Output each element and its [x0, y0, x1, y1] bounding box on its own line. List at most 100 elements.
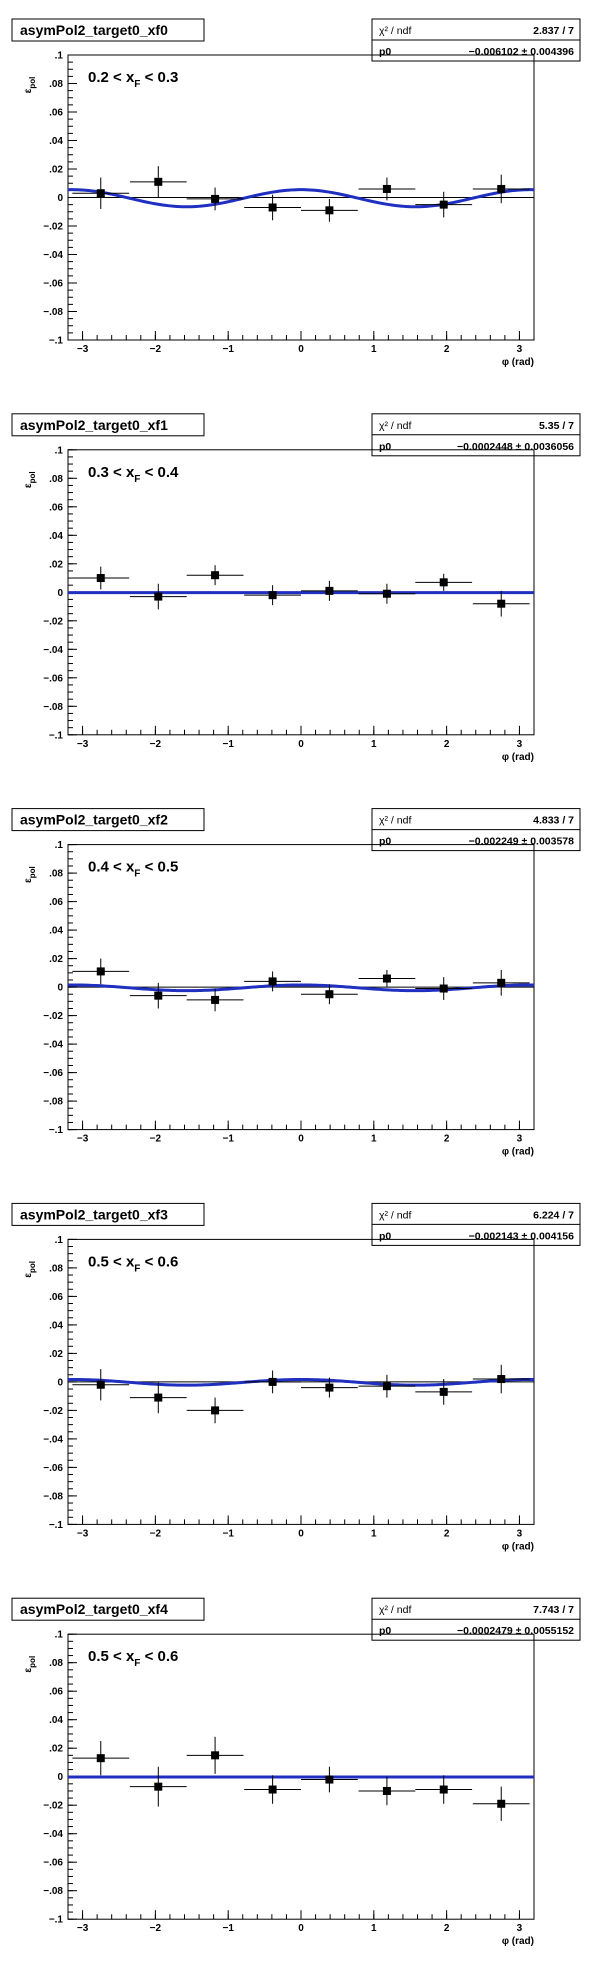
x-tick-label: 3: [517, 1528, 523, 1539]
x-tick-label: 2: [444, 1923, 450, 1934]
x-tick-label: 3: [517, 1134, 523, 1145]
x-tick-label: −2: [150, 739, 162, 750]
x-tick-label: −2: [150, 1528, 162, 1539]
data-point: [382, 184, 391, 193]
y-axis-label-sub: pol: [28, 1656, 37, 1668]
data-point: [154, 177, 163, 186]
range-annotation-left: 0.5 < x: [88, 1648, 135, 1665]
range-annotation: 0.3 < xF < 0.4: [88, 464, 179, 485]
data-point: [96, 189, 105, 198]
x-tick-label: 3: [517, 344, 523, 355]
y-tick-label: −.1: [49, 1915, 64, 1926]
y-tick-label: .04: [49, 531, 63, 542]
data-point: [268, 1785, 277, 1794]
stats-chi2-value: 6.224 / 7: [533, 1209, 574, 1221]
y-tick-label: 0: [57, 1772, 63, 1783]
fit-curve: [67, 188, 535, 209]
y-tick-label: .02: [49, 1349, 63, 1360]
y-tick-label: .04: [49, 926, 63, 937]
chart-title: asymPol2_target0_xf1: [20, 417, 168, 433]
data-point: [268, 591, 277, 600]
data-point: [325, 206, 334, 215]
y-tick-label: 0: [57, 983, 63, 994]
data-point: [497, 1375, 506, 1384]
data-point: [96, 574, 105, 583]
stats-chi2-label: χ² / ndf: [379, 815, 411, 827]
data-point: [439, 200, 448, 209]
data-point: [154, 991, 163, 1000]
x-tick-label: 1: [371, 1528, 377, 1539]
x-tick-label: 0: [298, 344, 304, 355]
title-box: [11, 808, 205, 832]
range-annotation-right: < 0.3: [140, 69, 178, 86]
stats-chi2-value: 2.837 / 7: [533, 25, 574, 37]
data-point: [382, 974, 391, 983]
data-point: [497, 599, 506, 608]
range-annotation-left: 0.5 < x: [88, 1253, 135, 1270]
y-tick-label: 0: [57, 193, 63, 204]
data-point: [325, 990, 334, 999]
range-annotation: 0.5 < xF < 0.6: [88, 1648, 178, 1669]
stats-p0-label: p0: [379, 1230, 391, 1242]
range-annotation-left: 0.3 < x: [88, 464, 135, 481]
x-axis-label: φ (rad): [502, 752, 534, 763]
y-tick-label: 0: [57, 1377, 63, 1388]
x-tick-label: 0: [298, 1528, 304, 1539]
stats-p0-label: p0: [379, 836, 391, 848]
range-annotation-right: < 0.6: [140, 1253, 178, 1270]
y-tick-label: −.06: [43, 1463, 63, 1474]
y-axis-label-sub: pol: [28, 866, 37, 878]
data-point: [439, 984, 448, 993]
range-annotation-sub: F: [134, 1263, 140, 1274]
y-tick-label: .06: [49, 108, 63, 119]
x-tick-label: −1: [222, 344, 234, 355]
data-point: [211, 1406, 220, 1415]
x-tick-label: 0: [298, 1923, 304, 1934]
data-point: [154, 592, 163, 601]
x-axis-label: φ (rad): [502, 357, 534, 368]
y-tick-label: −.1: [49, 730, 64, 741]
stats-p0-label: p0: [379, 46, 391, 58]
x-tick-label: −3: [77, 344, 89, 355]
y-tick-label: −.04: [43, 250, 63, 261]
y-tick-label: .06: [49, 1292, 63, 1303]
x-tick-label: 3: [517, 1923, 523, 1934]
y-axis-label-main: ε: [23, 88, 34, 93]
data-point: [382, 1786, 391, 1795]
data-point: [497, 1799, 506, 1808]
y-tick-label: .1: [55, 1630, 64, 1641]
y-tick-label: −.1: [49, 1125, 64, 1136]
y-axis-label: εpol: [23, 77, 37, 94]
y-tick-label: .02: [49, 1744, 63, 1755]
y-tick-label: −.08: [43, 307, 63, 318]
data-point: [211, 995, 220, 1004]
range-annotation: 0.4 < xF < 0.5: [88, 859, 178, 880]
stats-chi2-label: χ² / ndf: [379, 1604, 411, 1616]
y-tick-label: .06: [49, 502, 63, 513]
data-point: [439, 1387, 448, 1396]
x-tick-label: 0: [298, 739, 304, 750]
range-annotation-sub: F: [134, 1658, 140, 1669]
fit-curve: [67, 1377, 535, 1387]
x-tick-label: 2: [444, 1528, 450, 1539]
data-point: [497, 978, 506, 987]
x-tick-label: −3: [77, 739, 89, 750]
y-tick-label: −.04: [43, 1829, 63, 1840]
fit-curve: [67, 983, 535, 993]
y-tick-label: .1: [55, 1235, 64, 1246]
y-tick-label: −.08: [43, 1886, 63, 1897]
chart-title: asymPol2_target0_xf4: [20, 1601, 168, 1617]
x-axis-label: φ (rad): [502, 1936, 534, 1947]
y-tick-label: .1: [55, 51, 64, 62]
data-point: [382, 589, 391, 598]
x-tick-label: −1: [222, 1134, 234, 1145]
y-tick-label: −.02: [43, 1011, 63, 1022]
y-tick-label: −.06: [43, 1858, 63, 1869]
data-point: [325, 586, 334, 595]
y-tick-label: .02: [49, 954, 63, 965]
y-tick-label: −.02: [43, 1801, 63, 1812]
range-annotation-left: 0.2 < x: [88, 69, 135, 86]
title-box: [11, 1202, 205, 1226]
stats-p0-label: p0: [379, 441, 391, 453]
